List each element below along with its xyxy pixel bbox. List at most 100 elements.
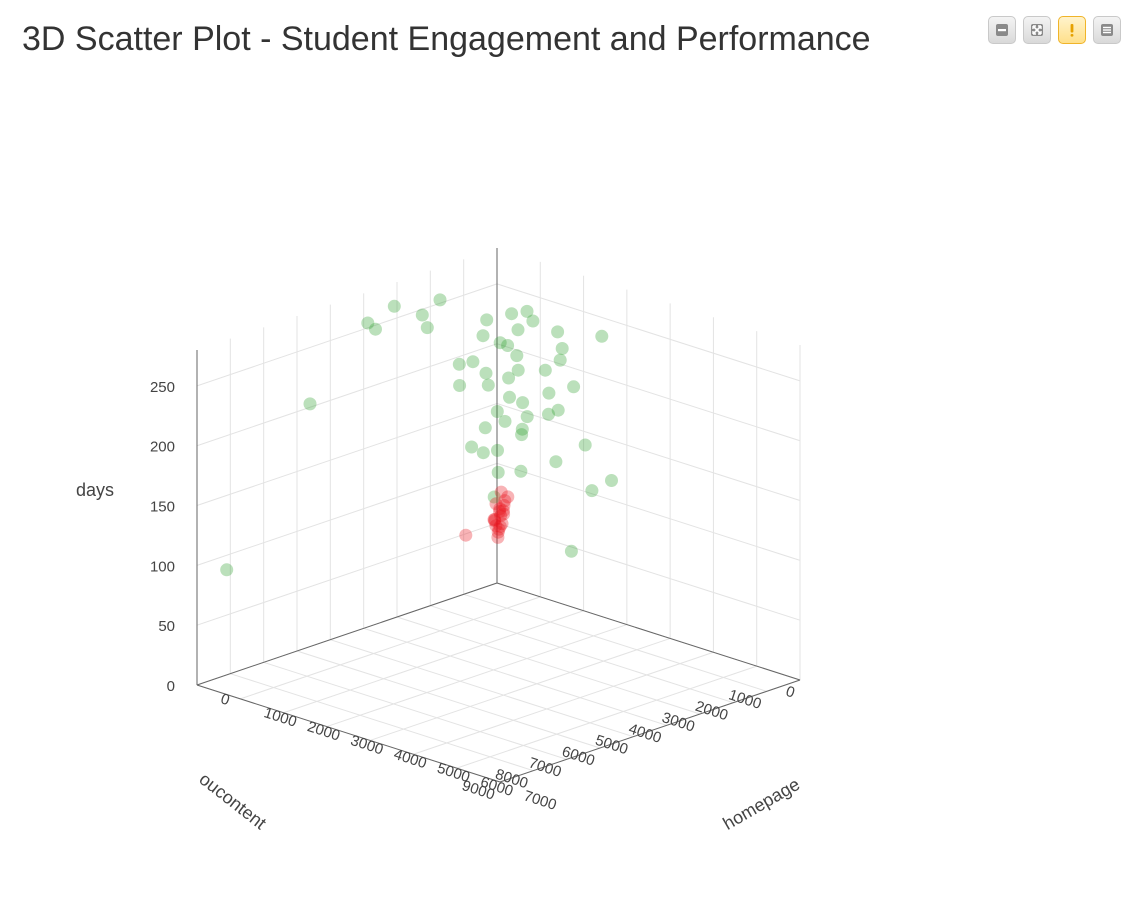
green-data-point[interactable] <box>420 321 434 335</box>
green-data-point[interactable] <box>578 438 592 452</box>
green-data-point[interactable] <box>585 484 599 498</box>
red-data-point[interactable] <box>496 504 510 518</box>
red-data-point[interactable] <box>489 519 503 533</box>
menu-button[interactable] <box>1093 16 1121 44</box>
wall-grid-line <box>496 462 801 561</box>
green-data-point[interactable] <box>526 314 540 328</box>
green-data-point[interactable] <box>510 349 524 363</box>
green-data-point[interactable] <box>478 421 492 435</box>
green-data-point[interactable] <box>452 357 466 371</box>
green-data-point[interactable] <box>502 371 516 385</box>
green-data-point[interactable] <box>479 366 493 380</box>
red-data-point[interactable] <box>493 519 507 533</box>
green-data-point[interactable] <box>415 308 429 322</box>
y-tick-label: 7000 <box>522 787 559 813</box>
green-data-point[interactable] <box>501 339 515 352</box>
green-data-point[interactable] <box>466 355 480 369</box>
x-tick-label: 4000 <box>626 720 663 746</box>
green-data-point[interactable] <box>503 390 516 404</box>
wall-grid-line <box>196 522 498 626</box>
green-data-point[interactable] <box>487 490 501 504</box>
green-data-point[interactable] <box>511 323 525 337</box>
green-data-point[interactable] <box>520 304 534 318</box>
green-data-point[interactable] <box>553 353 567 367</box>
green-data-point[interactable] <box>551 325 565 339</box>
red-data-point[interactable] <box>487 513 501 527</box>
red-data-point[interactable] <box>459 528 473 542</box>
green-data-point[interactable] <box>491 443 504 457</box>
z-tick-label: 250 <box>150 379 175 396</box>
red-data-point[interactable] <box>497 507 511 521</box>
green-data-point[interactable] <box>481 378 495 392</box>
minimize-button[interactable] <box>988 16 1016 44</box>
red-data-point[interactable] <box>493 505 506 518</box>
x-tick-label: 2000 <box>693 698 730 724</box>
green-data-point[interactable] <box>387 299 401 313</box>
z-tick-label: 50 <box>158 618 175 635</box>
green-data-point[interactable] <box>511 363 525 377</box>
green-data-point[interactable] <box>549 455 563 469</box>
green-data-point[interactable] <box>453 379 467 392</box>
wall-grid-line <box>496 522 801 621</box>
floor-grid-line <box>430 605 734 704</box>
green-data-point[interactable] <box>538 363 552 377</box>
floor-front-right-edge <box>499 679 801 783</box>
warning-button[interactable] <box>1058 16 1086 44</box>
red-data-point[interactable] <box>493 502 507 516</box>
green-data-point[interactable] <box>514 464 528 478</box>
wall-grid-line <box>496 343 801 442</box>
x-tick-label: 6000 <box>560 743 597 769</box>
green-data-point[interactable] <box>220 563 234 577</box>
green-data-point[interactable] <box>369 322 382 336</box>
green-data-point[interactable] <box>551 403 565 417</box>
green-data-point[interactable] <box>515 422 529 436</box>
green-data-point[interactable] <box>493 336 507 350</box>
menu-icon <box>1099 22 1115 38</box>
green-data-point[interactable] <box>490 405 504 418</box>
green-data-point[interactable] <box>476 446 490 460</box>
green-data-point[interactable] <box>605 474 618 487</box>
green-data-point[interactable] <box>476 329 490 343</box>
red-data-point[interactable] <box>497 498 511 512</box>
green-data-point[interactable] <box>516 396 530 410</box>
green-data-point[interactable] <box>505 307 519 321</box>
red-data-point[interactable] <box>489 497 503 511</box>
green-data-point[interactable] <box>480 313 494 327</box>
green-data-point[interactable] <box>564 544 578 558</box>
green-data-point[interactable] <box>498 414 512 428</box>
x-tick-label: 1000 <box>726 686 763 712</box>
red-data-point[interactable] <box>491 525 505 539</box>
red-data-point[interactable] <box>495 517 509 531</box>
green-data-point[interactable] <box>491 465 505 479</box>
green-data-point[interactable] <box>567 380 581 394</box>
floor-grid-line <box>396 616 701 715</box>
floor-front-left-edge <box>196 684 501 783</box>
red-data-point[interactable] <box>494 509 508 523</box>
red-data-point[interactable] <box>501 490 515 504</box>
y-axis-line <box>496 582 801 681</box>
red-data-point[interactable] <box>488 513 502 526</box>
x-tick-label: 5000 <box>593 732 630 758</box>
floor-grid-line <box>263 661 567 760</box>
green-data-point[interactable] <box>595 329 609 343</box>
green-data-point[interactable] <box>515 428 529 442</box>
red-data-point[interactable] <box>492 522 506 536</box>
x-tick-label: 0 <box>784 683 797 702</box>
maximize-button[interactable] <box>1023 16 1051 44</box>
red-data-point[interactable] <box>498 494 512 508</box>
z-tick-label: 0 <box>167 678 175 695</box>
red-data-point[interactable] <box>494 485 508 499</box>
red-data-point[interactable] <box>491 530 505 544</box>
green-data-point[interactable] <box>433 293 447 307</box>
green-data-point[interactable] <box>465 440 479 454</box>
green-data-point[interactable] <box>303 397 317 411</box>
green-data-point[interactable] <box>542 386 556 400</box>
chart-toolbar <box>988 16 1121 44</box>
red-data-point[interactable] <box>488 514 502 528</box>
green-data-point[interactable] <box>555 342 569 355</box>
green-data-point[interactable] <box>542 407 555 421</box>
green-data-point[interactable] <box>361 316 375 330</box>
green-data-point[interactable] <box>520 410 534 424</box>
